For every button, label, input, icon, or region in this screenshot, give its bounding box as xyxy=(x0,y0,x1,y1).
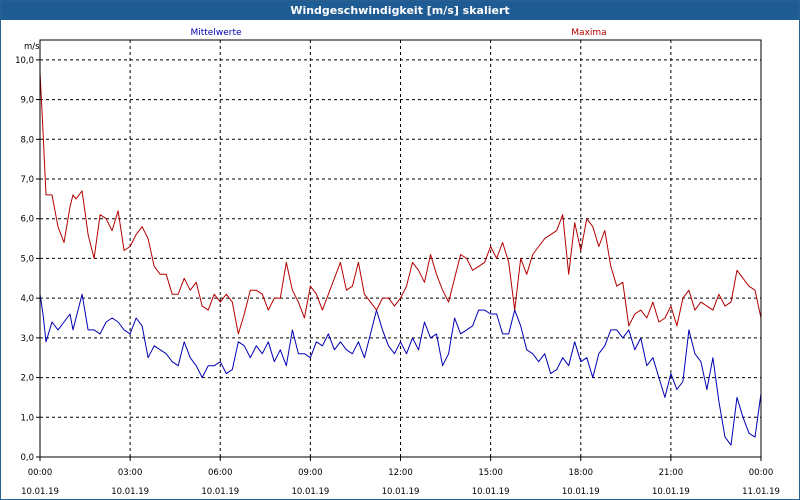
series-line-mittelwerte xyxy=(39,293,762,446)
window-title: Windgeschwindigkeit [m/s] skaliert xyxy=(1,1,799,20)
y-tick-label: 1,0 xyxy=(20,413,34,423)
x-tick-date-label: 10.01.19 xyxy=(562,487,600,497)
x-tick-date-label: 10.01.19 xyxy=(21,487,59,497)
y-tick-label: 4,0 xyxy=(20,294,34,304)
y-tick-label: 6,0 xyxy=(20,215,34,225)
legend-mittelwerte: Mittelwerte xyxy=(190,28,241,38)
x-tick-date-label: 10.01.19 xyxy=(652,487,690,497)
y-tick-label: 10,0 xyxy=(15,56,34,66)
y-tick-label: 5,0 xyxy=(20,254,34,264)
x-tick-date-label: 10.01.19 xyxy=(111,487,149,497)
y-tick-label: 0,0 xyxy=(20,453,34,463)
x-tick-date-label: 10.01.19 xyxy=(201,487,239,497)
y-tick-label: 9,0 xyxy=(20,96,34,106)
x-tick-time-label: 21:00 xyxy=(659,468,684,478)
y-axis-label: m/s xyxy=(24,42,40,52)
plot-frame xyxy=(39,39,762,458)
x-tick-date-label: 10.01.19 xyxy=(291,487,329,497)
y-tick-label: 3,0 xyxy=(20,334,34,344)
x-tick-date-label: 10.01.19 xyxy=(472,487,510,497)
wind-speed-chart: 0,0 1,0 2,0 3,0 4,0 5,0 6,0 7,0 8,0 9,0 10,0 00:00 1… xyxy=(15,28,780,497)
x-tick-time-label: 12:00 xyxy=(388,468,413,478)
x-tick-time-label: 03:00 xyxy=(118,468,143,478)
x-tick-time-label: 15:00 xyxy=(478,468,503,478)
series-layer xyxy=(39,71,762,446)
y-tick-label: 2,0 xyxy=(20,374,34,384)
x-tick-date-label: 10.01.19 xyxy=(382,487,420,497)
x-tick-date-label: 11.01.19 xyxy=(742,487,780,497)
y-tick-label: 8,0 xyxy=(20,135,34,145)
x-tick-time-label: 00:00 xyxy=(749,468,774,478)
x-tick-time-label: 06:00 xyxy=(208,468,233,478)
series-line-maxima xyxy=(39,71,762,335)
x-tick-time-label: 00:00 xyxy=(28,468,53,478)
x-tick-time-label: 18:00 xyxy=(569,468,594,478)
axes: 0,0 1,0 2,0 3,0 4,0 5,0 6,0 7,0 8,0 9,0 10,0 00:00 1… xyxy=(15,39,780,497)
grid xyxy=(40,40,761,457)
y-tick-label: 7,0 xyxy=(20,175,34,185)
x-tick-time-label: 09:00 xyxy=(298,468,323,478)
legend-maxima: Maxima xyxy=(571,28,606,38)
